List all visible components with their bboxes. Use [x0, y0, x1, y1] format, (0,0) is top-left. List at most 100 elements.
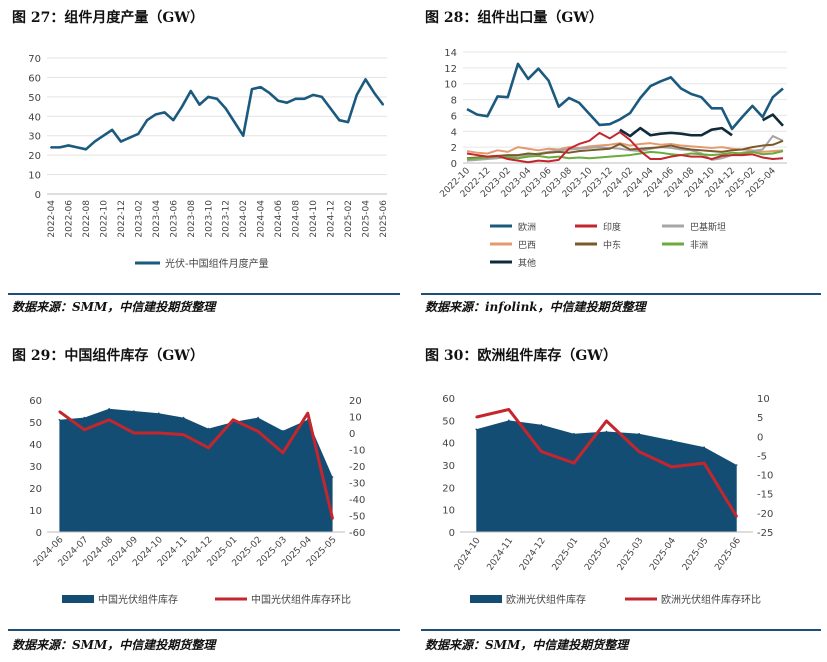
- data-point: [181, 105, 184, 108]
- y-tick-label: 20: [28, 151, 41, 162]
- mom-point: [257, 430, 260, 433]
- data-point: [224, 107, 227, 110]
- y-tick-label: 14: [444, 48, 457, 59]
- area-point: [508, 419, 510, 422]
- y-left-tick-label: 40: [442, 439, 455, 450]
- data-point: [137, 132, 140, 135]
- mom-point: [108, 418, 111, 421]
- x-tick-label: 2023-10: [204, 200, 214, 238]
- legend-label-line: 欧洲光伏组件库存环比: [661, 593, 761, 606]
- x-tick-label: 2025-06: [713, 536, 743, 573]
- legend-label-india: 印度: [603, 221, 621, 233]
- y-tick-label: 70: [28, 54, 41, 65]
- y-tick-label: 0: [35, 190, 41, 201]
- chart-title-30: 图 30：欧洲组件库存（GW）: [425, 348, 618, 364]
- data-point: [146, 119, 149, 122]
- monthly-production-chart: 0 10 20 30 40 50 60 70 2022-04 2022-06 2022-08 2022…: [28, 54, 389, 270]
- mom-point: [540, 450, 543, 453]
- series-line-brazil: [466, 142, 784, 155]
- series-line-middle-east: [466, 139, 784, 160]
- x-tick-label: 2022-04: [47, 200, 57, 238]
- data-point: [285, 101, 288, 104]
- legend-label-africa: 非洲: [690, 239, 708, 251]
- y-left-tick-label: 20: [442, 483, 455, 494]
- data-point: [50, 146, 52, 149]
- divider-28: [421, 293, 821, 295]
- y-right-tick-label: -20: [757, 509, 773, 520]
- data-point: [329, 107, 332, 110]
- y-left-tick-label: 30: [29, 462, 42, 473]
- mom-point: [638, 450, 641, 453]
- source-note-30: 数据来源：SMM，中信建投期货整理: [425, 638, 629, 652]
- x-tick-label: 2023-12: [222, 200, 232, 238]
- data-point: [207, 95, 210, 98]
- data-point: [76, 146, 79, 149]
- area-point: [475, 428, 478, 431]
- y-tick-label: 6: [451, 111, 457, 122]
- x-tick-label: 2024-11: [486, 536, 516, 573]
- data-point: [119, 140, 122, 143]
- y-right-tick-label: -10: [757, 471, 773, 482]
- mom-point: [572, 462, 575, 465]
- series-line-india: [466, 131, 784, 164]
- x-tick-label: 2025-06: [379, 200, 389, 238]
- mom-point: [207, 446, 210, 449]
- data-point: [233, 121, 236, 124]
- mom-point: [281, 451, 284, 454]
- area-point: [257, 416, 259, 419]
- area-point: [83, 416, 86, 419]
- mom-point: [735, 515, 738, 518]
- legend-label-area: 中国光伏组件库存: [98, 593, 178, 606]
- y-tick-label: 50: [28, 93, 41, 104]
- data-point: [111, 128, 114, 131]
- x-tick-label: 2022-12: [117, 200, 127, 238]
- area-point: [58, 419, 61, 421]
- y-left-tick-label: 0: [36, 528, 42, 539]
- legend-label-other: 其他: [518, 257, 536, 269]
- series-line-other: [619, 126, 733, 138]
- mom-point: [475, 416, 478, 419]
- series-line-europe: [466, 62, 784, 131]
- legend-label-line: 中国光伏组件库存环比: [251, 593, 351, 606]
- y-right-tick-label: -15: [757, 490, 773, 501]
- y-tick-label: 10: [28, 171, 41, 182]
- x-tick-label: 2022-06: [64, 200, 74, 238]
- mom-point: [331, 517, 334, 520]
- x-tick-label: 2023-06: [169, 200, 179, 238]
- mom-change-line: [58, 410, 335, 520]
- mom-point: [703, 462, 706, 465]
- y-left-tick-label: 40: [29, 440, 42, 451]
- area-point: [157, 412, 160, 415]
- area-point: [703, 446, 705, 448]
- x-tick-label: 2024-10: [453, 536, 483, 573]
- legend-swatch-area: [62, 595, 94, 603]
- y-left-tick-label: 10: [29, 506, 42, 517]
- y-right-tick-label: 5: [757, 413, 763, 424]
- y-right-tick-label: 0: [349, 429, 355, 440]
- y-right-tick-label: 0: [757, 432, 763, 443]
- mom-point: [182, 433, 185, 436]
- inventory-area: [476, 420, 737, 532]
- y-left-tick-label: 30: [442, 461, 455, 472]
- y-tick-label: 10: [444, 80, 457, 91]
- y-tick-label: 4: [451, 127, 457, 138]
- legend-label: 光伏-中国组件月度产量: [165, 257, 269, 270]
- data-point: [58, 146, 61, 149]
- y-right-tick-label: 10: [349, 413, 362, 424]
- x-tick-label: 2022-08: [82, 200, 92, 238]
- y-right-tick-label: -25: [757, 528, 773, 539]
- x-tick-label: 2024-12: [518, 536, 548, 573]
- source-note-27: 数据来源：SMM，中信建投期货整理: [12, 300, 216, 314]
- x-tick-label: 2024-12: [327, 200, 337, 238]
- area-point: [735, 464, 738, 466]
- data-point: [355, 93, 358, 96]
- data-point: [312, 93, 315, 96]
- area-point: [182, 416, 185, 419]
- y-left-tick-label: 0: [449, 528, 455, 539]
- mom-point: [157, 432, 160, 434]
- data-point: [102, 134, 105, 137]
- y-left-tick-label: 50: [29, 418, 42, 429]
- series-line-africa: [466, 150, 784, 161]
- y-right-tick-label: -50: [349, 512, 365, 523]
